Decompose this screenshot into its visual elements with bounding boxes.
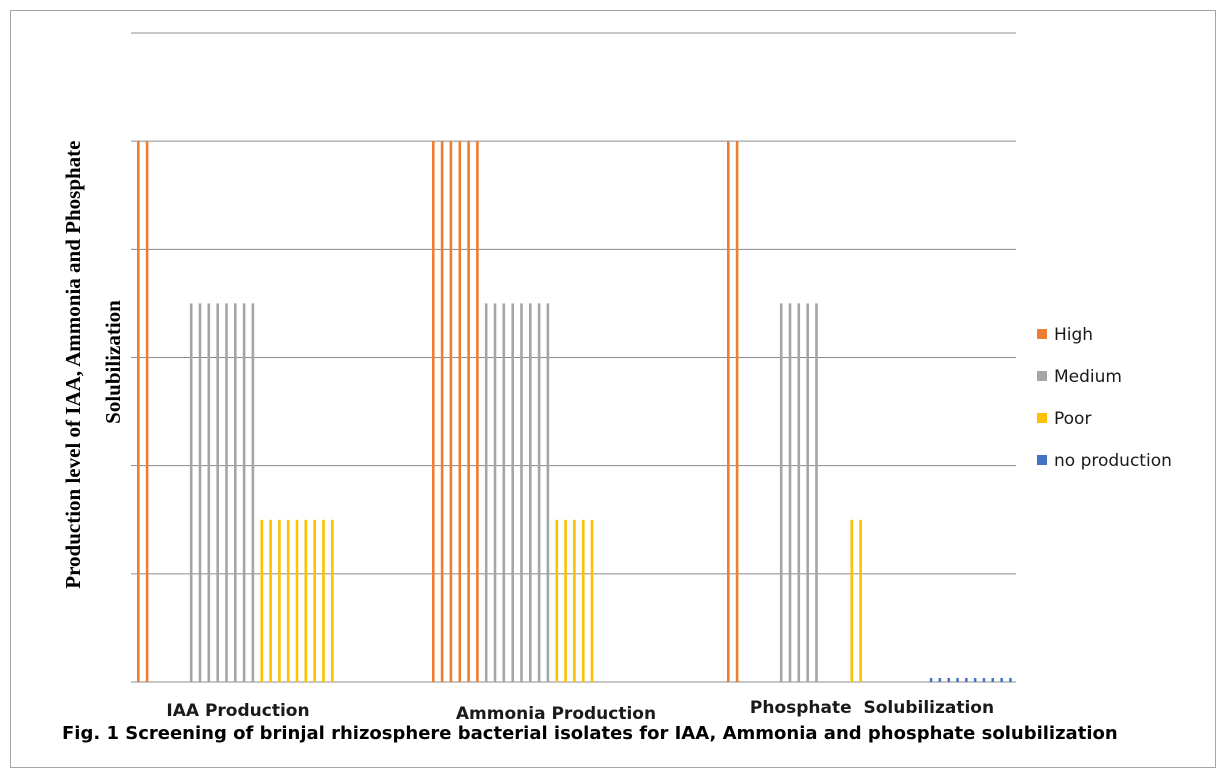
legend-label: Poor (1054, 409, 1091, 429)
bar-medium (242, 303, 246, 682)
legend-swatch (1037, 371, 1047, 381)
bar-high (440, 141, 444, 682)
bar-high (735, 141, 739, 682)
bar-poor (304, 519, 308, 683)
bar-poor (331, 519, 334, 683)
bar-poor (564, 519, 567, 683)
bar-medium (207, 303, 211, 682)
legend-swatch (1037, 329, 1047, 339)
legend-swatch (1037, 413, 1047, 423)
bar-medium (520, 303, 523, 682)
bar-medium (189, 303, 193, 682)
bar-medium (511, 303, 514, 682)
bar-poor (573, 519, 576, 683)
bar-medium (529, 303, 532, 682)
bar-no-production (956, 678, 959, 682)
bar-poor (260, 519, 264, 683)
bar-high (727, 141, 730, 682)
bars (137, 141, 1012, 683)
legend-label: Medium (1054, 367, 1122, 387)
bar-high (467, 141, 470, 682)
bar-medium (797, 303, 801, 682)
category-label: IAA Production (166, 701, 309, 721)
bar-no-production (929, 678, 933, 682)
legend-label: no production (1054, 451, 1172, 471)
bar-no-production (938, 678, 942, 682)
y-axis-label-line-2: Solubilization (101, 300, 125, 424)
bar-poor (313, 519, 316, 683)
bar-no-production (1000, 678, 1003, 682)
bar-no-production (991, 678, 994, 682)
bar-medium (198, 303, 202, 682)
bar-medium (806, 303, 809, 682)
bar-poor (286, 519, 290, 683)
bar-medium (815, 303, 818, 682)
bar-medium (251, 303, 255, 682)
category-labels: IAA Production Ammonia Production Phosphat… (166, 698, 994, 724)
gridlines (131, 32, 1016, 683)
y-axis-label-line-1: Production level of IAA, Ammonia and Pho… (61, 141, 85, 589)
bar-medium (493, 303, 497, 682)
bar-high (137, 141, 140, 682)
bar-no-production (973, 678, 977, 682)
bar-poor (590, 519, 594, 683)
bar-poor (295, 519, 299, 683)
bar-high (458, 141, 462, 682)
bar-medium (234, 303, 237, 682)
bar-medium (502, 303, 506, 682)
figure-caption: Fig. 1 Screening of brinjal rhizosphere … (62, 723, 1118, 744)
bar-high (449, 141, 453, 682)
bar-medium (779, 303, 783, 682)
bar-no-production (965, 678, 968, 682)
bar-high (476, 141, 479, 682)
bar-medium (225, 303, 228, 682)
bar-high (432, 141, 435, 682)
bar-medium (788, 303, 792, 682)
bar-no-production (1009, 678, 1012, 682)
legend-label: High (1054, 325, 1093, 345)
bar-poor (859, 519, 862, 683)
bar-poor (322, 519, 325, 683)
bar-high (145, 141, 149, 682)
y-axis-label: Production level of IAA, Ammonia and Pho… (61, 135, 125, 588)
category-label: Ammonia Production (456, 704, 656, 724)
bar-poor (581, 519, 585, 683)
chart-frame (10, 10, 1216, 768)
legend-swatch (1037, 455, 1047, 465)
category-label: Phosphate Solubilization (750, 698, 994, 718)
legend: High Medium Poor no production (1037, 325, 1172, 471)
bar-poor (850, 519, 854, 683)
bar-no-production (947, 678, 950, 682)
bar-medium (546, 303, 550, 682)
bar-poor (278, 519, 281, 683)
bar-medium (484, 303, 488, 682)
bar-medium (216, 303, 219, 682)
bar-poor (269, 519, 272, 683)
bar-poor (555, 519, 559, 683)
bar-medium (537, 303, 541, 682)
bar-no-production (982, 678, 986, 682)
